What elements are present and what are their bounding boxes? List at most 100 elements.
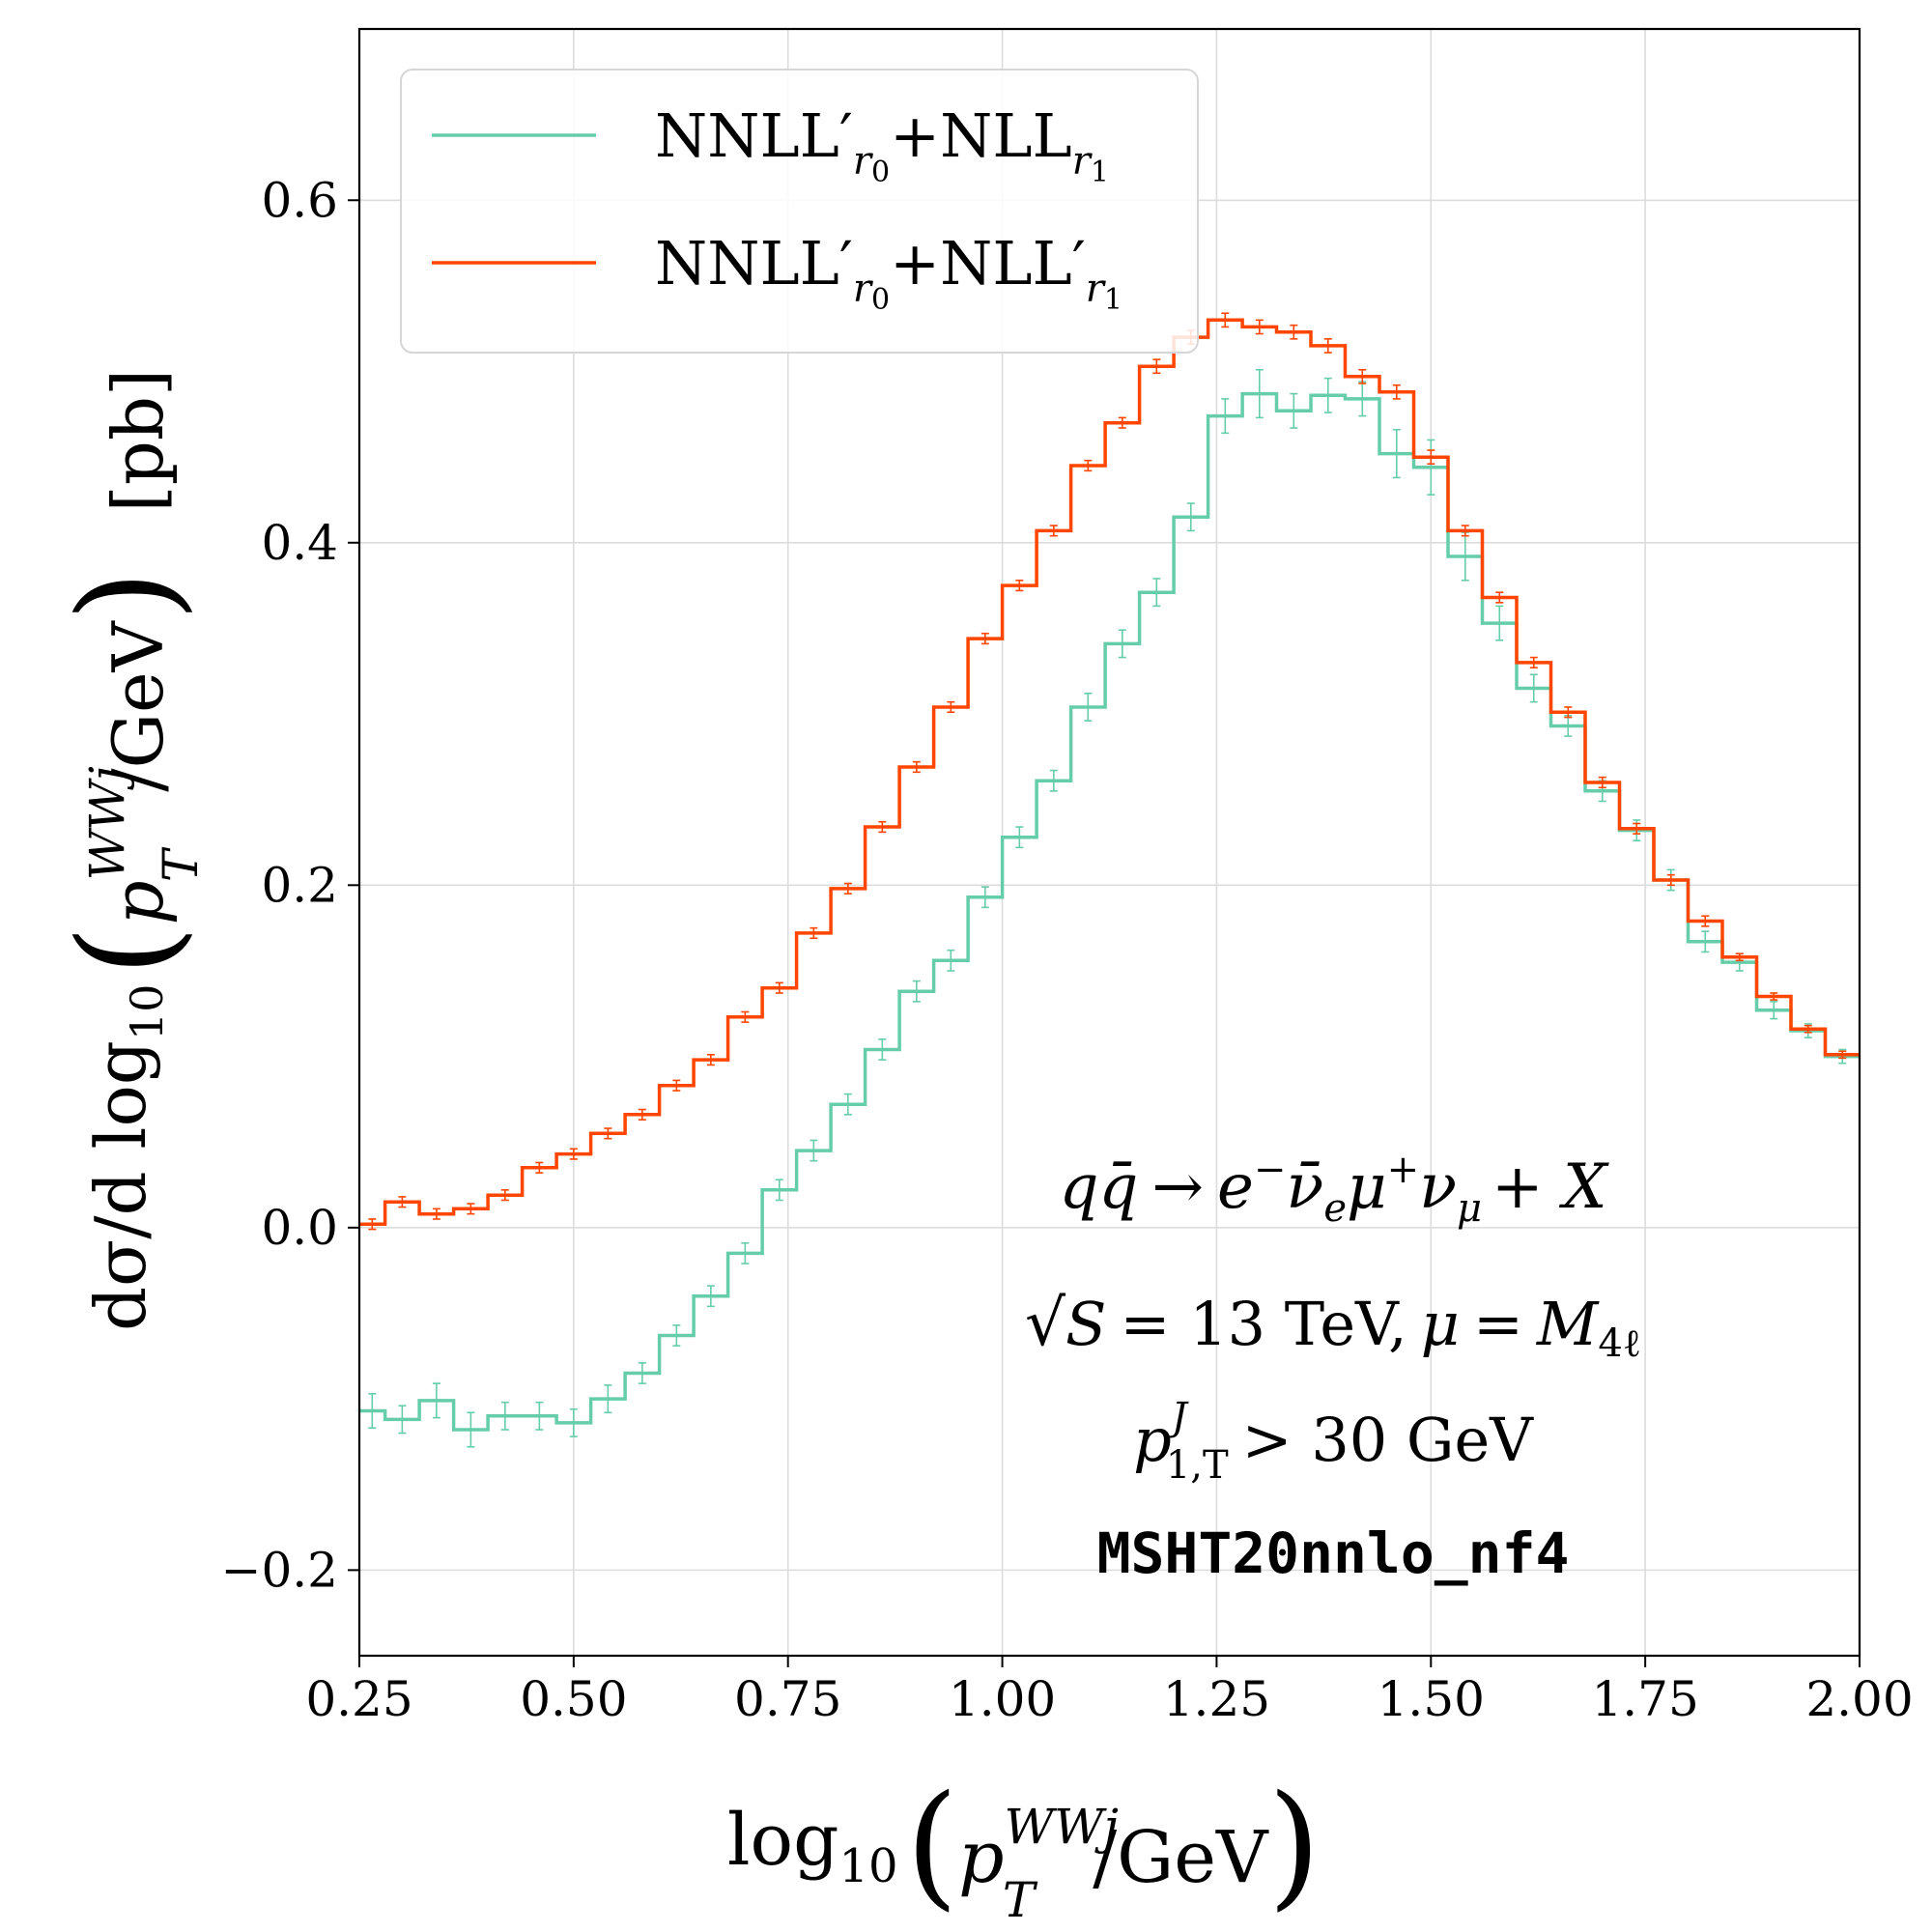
series-layer	[359, 312, 1860, 1448]
error-bar	[1392, 428, 1401, 479]
series-step-line	[359, 391, 1860, 1432]
error-bar	[500, 1189, 509, 1202]
error-bar	[1804, 1024, 1812, 1034]
error-bar	[912, 980, 921, 1003]
error-bar	[1186, 502, 1195, 532]
error-bar	[1084, 459, 1093, 472]
annotation-energy: √S = 13 TeV, μ = M4ℓ	[1025, 1286, 1641, 1366]
error-bar	[980, 886, 989, 909]
error-bar	[1735, 952, 1744, 962]
legend-label-nll: NNLL′r0+NLLr1	[655, 100, 1109, 189]
x-tick-label: 1.00	[949, 1671, 1056, 1727]
error-bar	[947, 949, 955, 972]
error-bar	[604, 1127, 612, 1140]
x-tick-label: 1.50	[1378, 1671, 1485, 1727]
error-bar	[1770, 1001, 1778, 1020]
error-bar	[980, 632, 989, 645]
error-bar	[467, 1203, 475, 1215]
error-bar	[706, 1285, 715, 1308]
legend-label-nllprime: NNLL′r0+NLL′r1	[655, 228, 1122, 317]
error-bar	[1495, 605, 1504, 641]
error-bar	[569, 1148, 578, 1160]
error-bar	[1529, 656, 1538, 668]
error-bar	[1221, 398, 1230, 435]
error-bar	[1323, 377, 1332, 413]
x-axis-label: log10(pWWj T/GeV)	[727, 1767, 1321, 1928]
error-bar	[535, 1401, 544, 1431]
series-1	[359, 312, 1860, 1231]
error-bar	[432, 1382, 440, 1419]
error-bar	[1255, 368, 1264, 419]
error-bar	[432, 1208, 440, 1220]
annotation-pdf: MSHT20nnlo_nf4	[1097, 1520, 1570, 1586]
y-tick-label: 0.2	[261, 857, 338, 913]
plot-frame	[357, 27, 1861, 1658]
x-tick-label: 0.50	[520, 1671, 627, 1727]
x-tick-label: 1.25	[1163, 1671, 1270, 1727]
error-bar	[638, 1362, 646, 1384]
y-tick-label: −0.2	[221, 1542, 338, 1598]
error-bar	[1598, 776, 1606, 789]
error-bar	[1015, 579, 1024, 592]
error-bar	[810, 1139, 818, 1162]
error-bar	[741, 1010, 750, 1023]
error-bar	[1049, 769, 1058, 792]
error-bar	[1290, 324, 1298, 340]
legend: NNLL′r0+NLLr1 NNLL′r0+NLL′r1	[400, 69, 1199, 354]
error-bar	[1049, 525, 1058, 537]
error-bar	[1221, 312, 1230, 328]
error-bar	[1290, 392, 1298, 429]
error-bar	[1564, 706, 1573, 719]
error-bar	[535, 1161, 544, 1174]
error-bar	[1015, 826, 1024, 849]
error-bar	[706, 1054, 715, 1066]
error-bar	[672, 1079, 681, 1092]
error-bar	[1427, 439, 1435, 496]
x-tick-label: 2.00	[1805, 1671, 1913, 1727]
error-bar	[398, 1196, 407, 1208]
x-tick-label: 0.75	[734, 1671, 841, 1727]
legend-box	[400, 69, 1199, 354]
error-bar	[775, 981, 783, 994]
error-bar	[1255, 319, 1264, 335]
error-bar	[1838, 1050, 1847, 1060]
error-bar	[878, 1038, 887, 1061]
error-bar	[1701, 930, 1710, 953]
y-axis-label: dσ/d log10(pWWj T/GeV)[pb]	[51, 369, 209, 1331]
y-tick-label: 0.6	[261, 172, 338, 228]
error-bar	[1152, 578, 1161, 608]
error-bar	[775, 1179, 783, 1202]
error-bar	[368, 1218, 377, 1231]
error-bar	[912, 760, 921, 774]
error-bar	[1358, 368, 1367, 384]
error-bar	[1118, 629, 1126, 659]
error-bar	[1392, 384, 1401, 400]
series-step-line	[359, 318, 1860, 1227]
y-tick-label: 0.0	[261, 1200, 338, 1256]
error-bar	[1461, 525, 1469, 537]
error-bar	[1427, 449, 1435, 466]
error-bar	[1701, 915, 1710, 927]
error-bar	[1633, 822, 1641, 835]
x-tick-label: 0.25	[305, 1671, 412, 1727]
annotations: qq̄ → e−ν̄eμ+νμ + X √S = 13 TeV, μ = M4ℓ pJ 1,T >…	[1025, 1148, 1641, 1586]
error-bar	[672, 1324, 681, 1347]
error-bar	[1118, 416, 1126, 429]
error-bar	[1529, 673, 1538, 703]
error-bar	[1323, 338, 1332, 354]
annotation-process: qq̄ → e−ν̄eμ+νμ + X	[1059, 1148, 1609, 1231]
error-bar	[1495, 591, 1504, 604]
error-bar	[638, 1108, 646, 1121]
error-bar	[741, 1241, 750, 1264]
error-bar	[843, 882, 852, 895]
error-bar	[398, 1405, 407, 1435]
series-0	[359, 368, 1860, 1448]
error-bar	[569, 1407, 578, 1437]
error-bar	[1084, 692, 1093, 722]
error-bar	[368, 1392, 377, 1430]
error-bar	[878, 820, 887, 834]
error-bar	[1152, 358, 1161, 375]
error-bar	[467, 1411, 475, 1448]
error-bar	[500, 1401, 509, 1431]
